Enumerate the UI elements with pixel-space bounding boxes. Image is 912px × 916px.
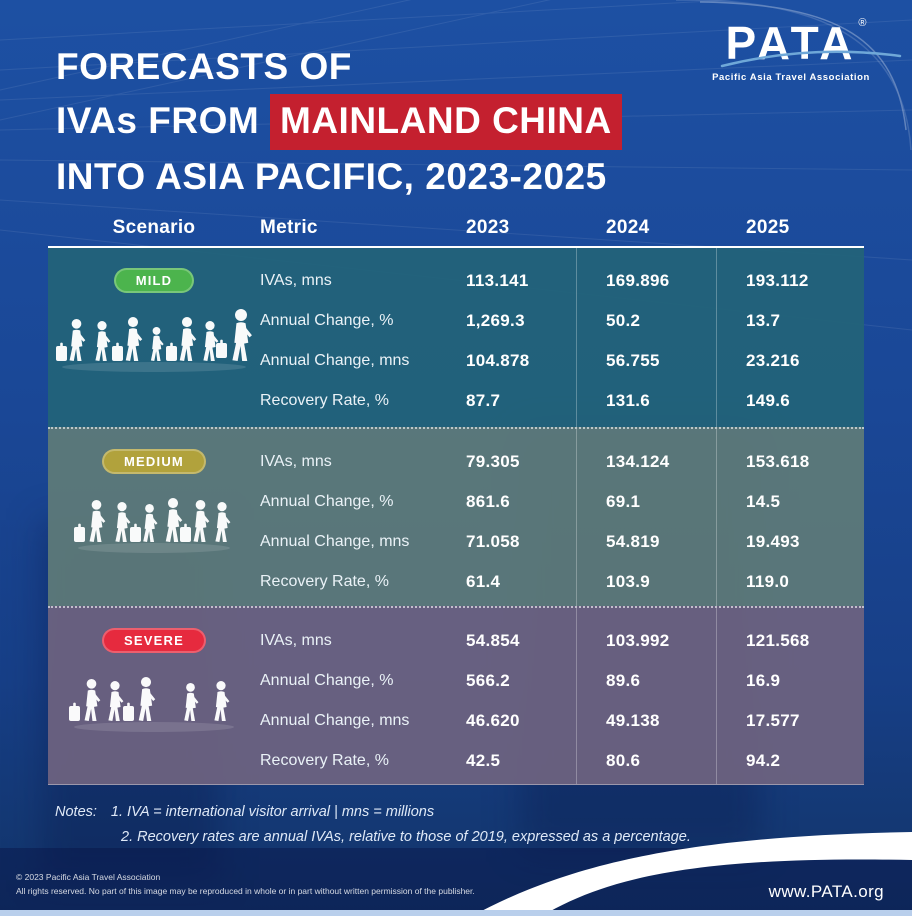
- table-header-row: Scenario Metric 2023 2024 2025: [48, 212, 864, 248]
- value-cell: 14.5: [746, 492, 781, 511]
- pata-logo: PATA ® Pacific Asia Travel Association: [696, 17, 901, 83]
- metric-label: Recovery Rate, %: [260, 392, 389, 409]
- value-cell: 103.992: [606, 631, 670, 650]
- value-cell: 131.6: [606, 391, 651, 410]
- metric-label: Annual Change, mns: [260, 712, 410, 729]
- value-cell: 103.9: [606, 572, 651, 591]
- note-item-2: 2. Recovery rates are annual IVAs, relat…: [121, 829, 691, 845]
- value-cell: 69.1: [606, 492, 641, 511]
- metric-label: Recovery Rate, %: [260, 573, 389, 590]
- value-cell: 861.6: [466, 492, 511, 511]
- value-cell: 17.577: [746, 711, 800, 730]
- value-cell: 42.5: [466, 751, 501, 770]
- value-cell: 80.6: [606, 751, 641, 770]
- registered-mark: ®: [858, 17, 871, 29]
- value-cell: 169.896: [606, 271, 670, 290]
- pata-logo-text: PATA: [725, 17, 857, 69]
- copyright-line-1: © 2023 Pacific Asia Travel Association: [16, 872, 161, 882]
- value-cell: 94.2: [746, 751, 781, 770]
- medium-badge: MEDIUM: [102, 449, 206, 474]
- value-cell: 566.2: [466, 671, 511, 690]
- value-cell: 113.141: [466, 271, 529, 290]
- value-cell: 23.216: [746, 351, 800, 370]
- value-cell: 193.112: [746, 271, 809, 290]
- column-header-2024: 2024: [606, 217, 650, 238]
- scenario-section-mild: MILD IVAs, mns 113.141 169.896 193.112 A…: [48, 248, 864, 427]
- metric-label: IVAs, mns: [260, 632, 332, 649]
- value-cell: 153.618: [746, 452, 810, 471]
- bottom-edge-strip: [0, 910, 912, 916]
- page-title: FORECASTS OF IVAs FROM MAINLAND CHINA IN…: [56, 40, 622, 204]
- value-cell: 50.2: [606, 311, 641, 330]
- title-line-2: IVAs FROM MAINLAND CHINA: [56, 94, 622, 150]
- copyright-line-2: All rights reserved. No part of this ima…: [16, 886, 475, 896]
- scenario-section-severe: SEVERE IVAs, mns 54.854 103.992 121.568 …: [48, 606, 864, 785]
- metric-label: Annual Change, mns: [260, 352, 410, 369]
- travelers-icon: [74, 498, 231, 553]
- value-cell: 119.0: [746, 572, 790, 591]
- website-link[interactable]: www.PATA.org: [768, 882, 884, 901]
- scenario-cell-severe: SEVERE: [48, 621, 260, 781]
- metric-label: Annual Change, %: [260, 312, 394, 329]
- value-cell: 19.493: [746, 532, 800, 551]
- notes-label: Notes:: [55, 804, 97, 820]
- value-cell: 71.058: [466, 532, 520, 551]
- notes-block: Notes: 1. IVA = international visitor ar…: [55, 800, 691, 850]
- metric-label: Annual Change, mns: [260, 533, 410, 550]
- metric-label: IVAs, mns: [260, 453, 332, 470]
- value-cell: 16.9: [746, 671, 781, 690]
- metric-label: Annual Change, %: [260, 493, 394, 510]
- value-cell: 61.4: [466, 572, 501, 591]
- value-cell: 54.819: [606, 532, 660, 551]
- note-item-1: 1. IVA = international visitor arrival |…: [110, 804, 435, 820]
- title-line-1: FORECASTS OF: [56, 46, 352, 87]
- metric-label: Recovery Rate, %: [260, 752, 389, 769]
- scenario-section-medium: MEDIUM IVAs, mns 79.305 134.124 153.618 …: [48, 427, 864, 606]
- mild-badge: MILD: [113, 268, 195, 293]
- column-header-2023: 2023: [466, 217, 510, 238]
- pata-logo-arc-icon: [720, 50, 901, 68]
- title-line-3: INTO ASIA PACIFIC, 2023-2025: [56, 156, 607, 197]
- value-cell: 87.7: [466, 391, 501, 410]
- value-cell: 104.878: [466, 351, 530, 370]
- metric-label: IVAs, mns: [260, 272, 332, 289]
- column-header-2025: 2025: [746, 217, 790, 238]
- value-cell: 121.568: [746, 631, 810, 650]
- value-cell: 89.6: [606, 671, 641, 690]
- travelers-icon: [56, 309, 252, 372]
- scenario-cell-medium: MEDIUM: [48, 442, 260, 602]
- value-cell: 149.6: [746, 391, 791, 410]
- pata-logo-tagline: Pacific Asia Travel Association: [712, 72, 870, 83]
- value-cell: 46.620: [466, 711, 520, 730]
- value-cell: 79.305: [466, 452, 520, 471]
- value-cell: 1,269.3: [466, 311, 525, 330]
- value-cell: 56.755: [606, 351, 660, 370]
- forecast-table: Scenario Metric 2023 2024 2025 MILD: [48, 212, 864, 785]
- value-cell: 134.124: [606, 452, 670, 471]
- title-highlight-mainland-china: MAINLAND CHINA: [270, 94, 622, 150]
- value-cell: 49.138: [606, 711, 660, 730]
- metric-label: Annual Change, %: [260, 672, 394, 689]
- travelers-icon: [69, 677, 234, 732]
- severe-badge: SEVERE: [102, 628, 206, 653]
- title-line-2-prefix: IVAs FROM: [56, 100, 260, 141]
- column-header-scenario: Scenario: [112, 217, 196, 238]
- column-header-metric: Metric: [260, 217, 318, 238]
- pata-logo-wordmark: PATA ®: [720, 17, 901, 69]
- scenario-cell-mild: MILD: [48, 261, 260, 421]
- value-cell: 54.854: [466, 631, 520, 650]
- copyright-text: © 2023 Pacific Asia Travel Association A…: [16, 870, 475, 898]
- value-cell: 13.7: [746, 311, 781, 330]
